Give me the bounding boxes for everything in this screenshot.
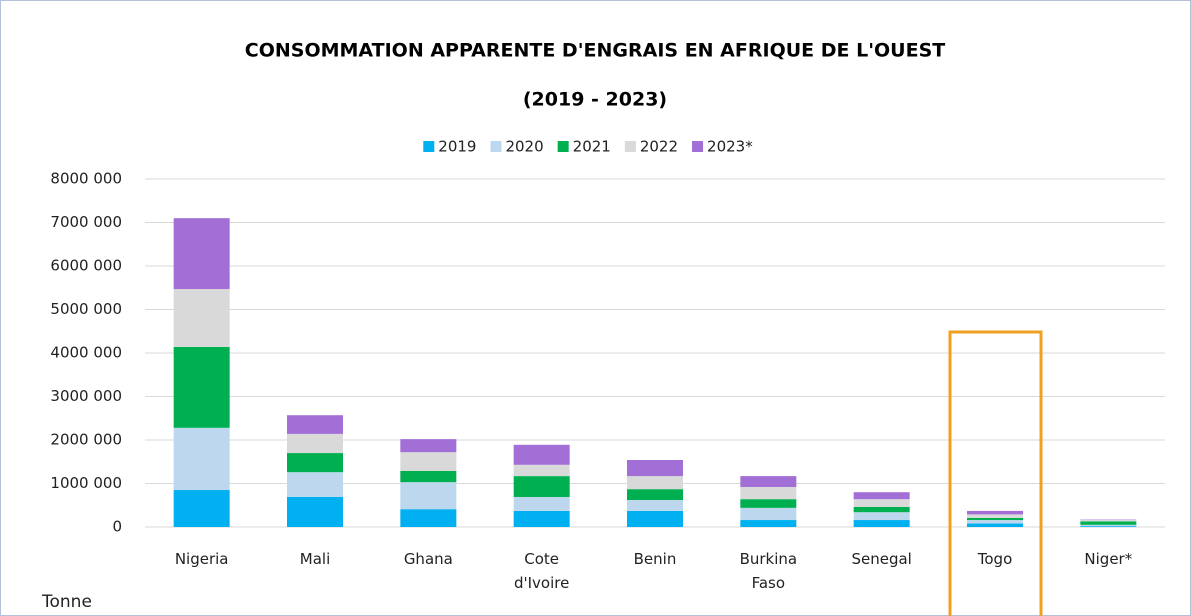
x-tick-label: Ghana	[403, 550, 453, 568]
legend-label: 2022	[640, 138, 678, 156]
y-tick-label: 4000 000	[50, 344, 122, 362]
x-tick-label: Cote d'Ivoire	[513, 550, 570, 592]
legend-swatch	[692, 141, 704, 152]
bar-segment	[1080, 521, 1137, 525]
bar-segment	[287, 415, 343, 434]
x-tick-label: Burkina Faso	[739, 550, 798, 592]
bar-segment	[627, 476, 683, 490]
bar-segment	[853, 492, 910, 500]
bar-segment	[853, 512, 910, 521]
bar-segment	[627, 489, 683, 501]
bar-segment	[513, 476, 570, 497]
bar-segment	[853, 506, 910, 513]
y-tick-label: 3000 000	[50, 387, 122, 405]
bar-segment	[740, 486, 797, 500]
bar-segment	[853, 499, 910, 507]
y-tick-label: 8000 000	[50, 170, 122, 188]
y-tick-label: 1000 000	[50, 474, 122, 492]
x-tick-label: Mali	[299, 550, 331, 568]
bar-segment	[173, 289, 230, 347]
bar-segment	[967, 520, 1023, 524]
legend-swatch	[490, 141, 502, 152]
chart-subtitle: (2019 - 2023)	[523, 89, 667, 111]
legend-label: 2023*	[707, 138, 753, 156]
bar-segment	[967, 517, 1023, 521]
legend-label: 2020	[505, 138, 543, 156]
y-tick-label: 5000 000	[50, 300, 122, 318]
legend-label: 2021	[573, 138, 611, 156]
x-tick-label: Nigeria	[174, 550, 229, 568]
bar-segment	[740, 520, 797, 527]
bar-segment	[287, 453, 343, 473]
y-tick-label: 7000 000	[50, 213, 122, 231]
bar-segment	[173, 427, 230, 491]
bar-segment	[740, 499, 797, 508]
bar-segment	[400, 509, 457, 527]
bar-segment	[287, 472, 343, 497]
highlight-box	[948, 330, 1043, 616]
bar-segment	[513, 496, 570, 511]
chart-title: CONSOMMATION APPARENTE D'ENGRAIS EN AFRI…	[245, 40, 946, 62]
bar-segment	[853, 520, 910, 527]
bar-segment	[513, 444, 570, 465]
y-tick-label: 2000 000	[50, 431, 122, 449]
bar-segment	[1080, 526, 1137, 527]
x-tick-label: Togo	[977, 550, 1013, 568]
bar-segment	[627, 510, 683, 527]
bar-segment	[967, 514, 1023, 518]
bar-segment	[513, 510, 570, 527]
x-tick-label: Benin	[633, 550, 677, 568]
bar-segment	[173, 218, 230, 290]
bar-segment	[513, 464, 570, 477]
bar-segment	[400, 439, 457, 453]
bar-segment	[627, 460, 683, 477]
y-axis-label: Tonne	[41, 592, 92, 612]
bar-segment	[740, 507, 797, 521]
bar-segment	[173, 346, 230, 428]
legend-label: 2019	[438, 138, 476, 156]
bar-segment	[967, 523, 1023, 527]
bar-segment	[400, 470, 457, 483]
bar-segment	[740, 476, 797, 487]
bar-segment	[627, 500, 683, 511]
legend-swatch	[423, 141, 435, 152]
bars	[173, 218, 1137, 527]
y-tick-label: 6000 000	[50, 257, 122, 275]
y-tick-label: 0	[112, 518, 122, 536]
bar-segment	[173, 490, 230, 527]
legend: 2019 2020 2021 2022 2023*	[423, 138, 753, 156]
legend-swatch	[557, 141, 569, 152]
bar-segment	[287, 496, 343, 527]
legend-swatch	[624, 141, 636, 152]
bar-segment	[1080, 520, 1137, 522]
x-tick-label: Senegal	[851, 550, 912, 568]
bar-segment	[400, 482, 457, 510]
bar-segment	[400, 452, 457, 471]
bar-segment	[967, 510, 1023, 515]
x-tick-label: Niger*	[1084, 550, 1133, 568]
bar-segment	[287, 433, 343, 454]
bar-segment	[1080, 524, 1137, 527]
